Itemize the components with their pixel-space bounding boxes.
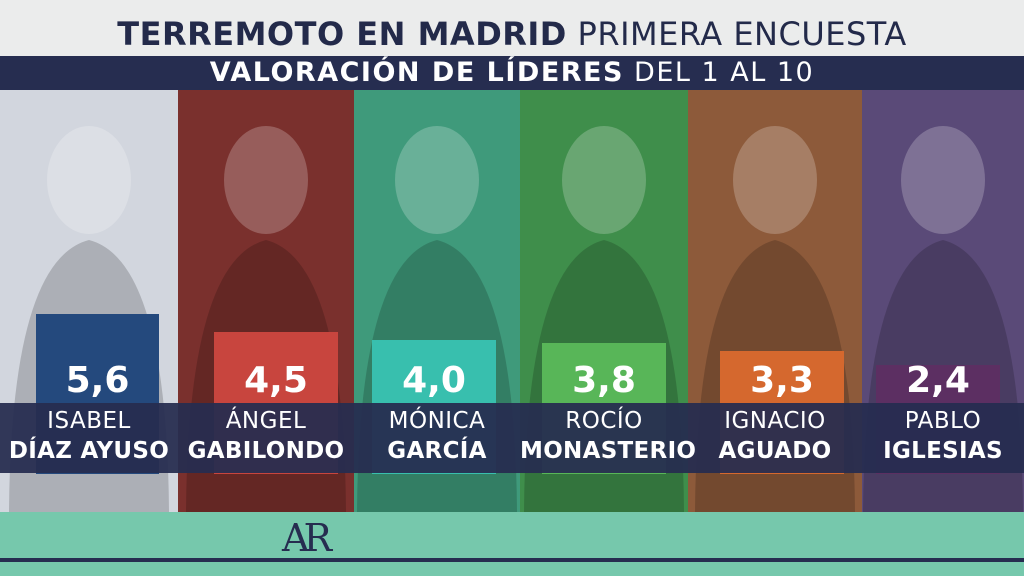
leader-last-name: IGLESIAS: [883, 438, 1003, 464]
portrait-head: [395, 126, 479, 234]
leader-last-name: GABILONDO: [187, 438, 345, 464]
leader-name: PABLO IGLESIAS: [862, 403, 1024, 473]
leader-first-name: ISABEL: [47, 408, 131, 434]
leader-first-name: MÓNICA: [388, 408, 486, 434]
value-label: 3,3: [750, 360, 814, 401]
leader-last-name: DÍAZ AYUSO: [8, 438, 170, 464]
leader-first-name: ÁNGEL: [225, 408, 307, 434]
value-label: 5,6: [65, 360, 130, 401]
name-bar: ISABEL DÍAZ AYUSO ÁNGEL GABILONDO MÓNICA GARC…: [0, 403, 1024, 473]
leader-name: ROCÍO MONASTERIO: [520, 403, 697, 473]
leader-last-name: GARCÍA: [387, 438, 487, 464]
leader-name: ÁNGEL GABILONDO: [178, 403, 354, 473]
footer-band: [0, 512, 1024, 558]
portrait-head: [562, 126, 646, 234]
portrait-head: [224, 126, 308, 234]
title-bold: TERREMOTO EN MADRID: [117, 15, 567, 53]
portrait-head: [47, 126, 131, 234]
leader-name: IGNACIO AGUADO: [688, 403, 862, 473]
leader-first-name: ROCÍO: [565, 408, 643, 434]
title-light: PRIMERA ENCUESTA: [577, 15, 907, 53]
leader-first-name: IGNACIO: [724, 408, 826, 434]
footer-bottom-band: [0, 562, 1024, 576]
subtitle-bold: VALORACIÓN DE LÍDERES: [209, 57, 624, 88]
value-label: 3,8: [572, 360, 636, 401]
value-label: 4,0: [402, 360, 466, 401]
subtitle-bar: [0, 56, 1024, 90]
chart-title: TERREMOTO EN MADRID PRIMERA ENCUESTA: [0, 16, 1024, 52]
leader-last-name: MONASTERIO: [520, 438, 697, 464]
leader-name: MÓNICA GARCÍA: [354, 403, 520, 473]
leader-name: ISABEL DÍAZ AYUSO: [0, 403, 178, 473]
portrait-head: [901, 126, 985, 234]
value-label: 4,5: [244, 360, 308, 401]
value-label: 2,4: [906, 360, 970, 401]
footer-divider: [0, 558, 1024, 562]
leader-last-name: AGUADO: [718, 438, 832, 464]
ar-logo-icon: AR: [282, 516, 332, 560]
leader-first-name: PABLO: [904, 408, 982, 434]
header: [0, 0, 1024, 56]
chart-subtitle: VALORACIÓN DE LÍDERES DEL 1 AL 10: [0, 57, 1024, 89]
portrait-head: [733, 126, 817, 234]
subtitle-light: DEL 1 AL 10: [634, 57, 815, 88]
